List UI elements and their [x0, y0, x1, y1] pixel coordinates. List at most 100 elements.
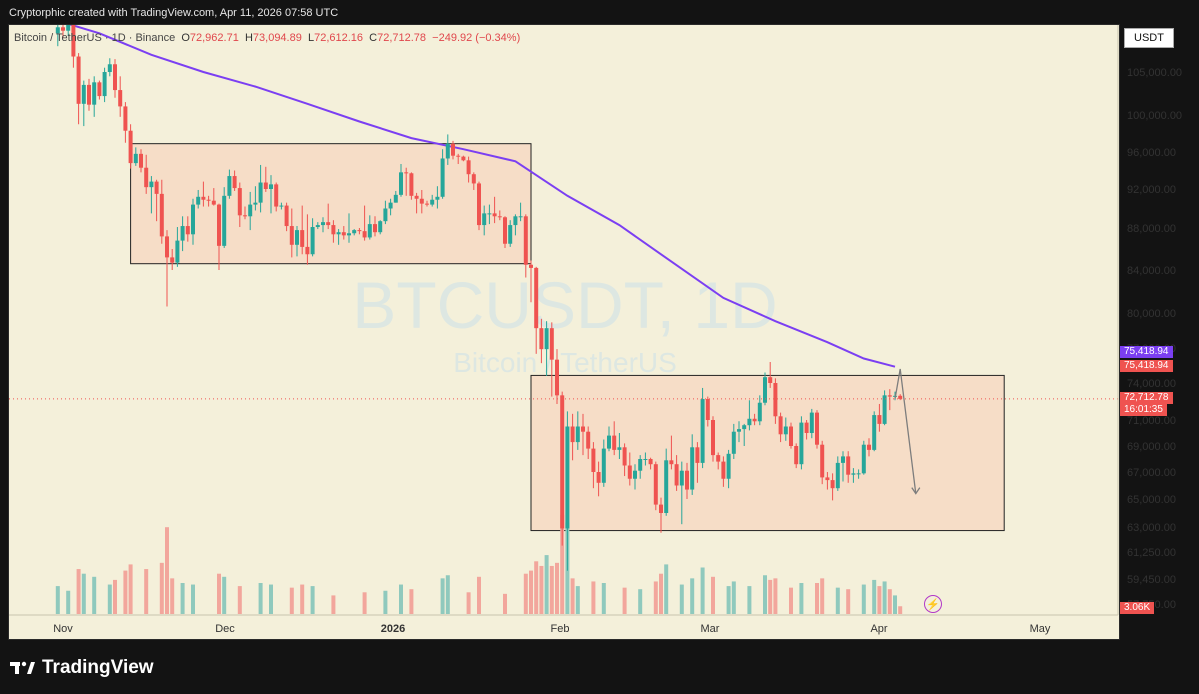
- y-tick-label: 65,000.00: [1127, 494, 1176, 506]
- x-tick-label: Mar: [701, 623, 720, 635]
- volume-bar: [731, 581, 736, 614]
- candle-body: [149, 181, 154, 188]
- volume-bar: [773, 578, 778, 614]
- candle-body: [653, 464, 658, 505]
- volume-bar: [128, 564, 133, 614]
- candle-body: [487, 213, 492, 215]
- candle-body: [180, 226, 185, 241]
- y-tick-label: 88,000.00: [1127, 223, 1176, 235]
- volume-bar: [872, 579, 877, 614]
- low-value: 72,612.16: [314, 32, 364, 44]
- volume-bar: [893, 595, 897, 614]
- volume-bar: [726, 586, 731, 614]
- tradingview-logo-icon: [10, 661, 35, 674]
- candle-body: [887, 395, 892, 397]
- candle-body: [113, 64, 117, 91]
- candle-body: [367, 224, 372, 238]
- volume-bar: [81, 573, 86, 614]
- volume-bar: [362, 592, 367, 614]
- candle-body: [461, 156, 466, 161]
- candle-body: [61, 27, 65, 31]
- x-tick-label: 2026: [381, 623, 405, 635]
- candle-body: [232, 176, 237, 189]
- candle-body: [763, 377, 767, 403]
- volume-bar: [529, 570, 533, 614]
- candle-body: [482, 213, 487, 226]
- candle-body: [253, 202, 258, 205]
- candle-body: [846, 456, 851, 475]
- candle-body: [222, 195, 227, 246]
- volume-bar: [258, 583, 263, 614]
- candle-body: [747, 418, 752, 426]
- ma-price-tag-secondary: 75,418.94: [1120, 360, 1173, 372]
- currency-selector[interactable]: USDT: [1124, 28, 1174, 48]
- candle-body: [877, 415, 882, 424]
- candle-body: [700, 399, 705, 463]
- y-tick-label: 80,000.00: [1127, 308, 1176, 320]
- volume-bar: [591, 581, 596, 614]
- volume-bar: [653, 581, 658, 614]
- tradingview-brand[interactable]: TradingView: [10, 655, 154, 681]
- volume-bar: [659, 573, 663, 614]
- candle-body: [565, 426, 570, 529]
- volume-bar: [165, 527, 169, 614]
- candle-body: [705, 399, 710, 420]
- volume-bar: [440, 578, 445, 614]
- candle-body: [867, 444, 871, 450]
- volume-bar: [575, 586, 580, 614]
- candle-body: [815, 412, 819, 445]
- candle-body: [399, 172, 403, 195]
- volume-bar: [383, 590, 388, 614]
- candle-body: [430, 199, 435, 205]
- candle-body: [898, 395, 903, 399]
- projection-arrowhead: [911, 487, 921, 495]
- volume-bar: [690, 578, 695, 614]
- candle-body: [274, 184, 279, 207]
- candle-body: [477, 183, 481, 226]
- x-tick-label: Apr: [870, 623, 887, 635]
- volume-bar: [877, 586, 882, 614]
- last-price-tag: 72,712.78: [1120, 392, 1173, 404]
- candle-body: [258, 182, 263, 203]
- candle-body: [352, 230, 357, 234]
- candle-body: [471, 174, 476, 184]
- high-value: 73,094.89: [252, 32, 302, 44]
- candle-body: [497, 216, 502, 218]
- x-tick-label: May: [1030, 623, 1051, 635]
- candle-body: [570, 426, 575, 443]
- candle-body: [206, 199, 211, 201]
- volume-bar: [523, 573, 528, 614]
- candle-body: [825, 477, 830, 481]
- symbol-label[interactable]: Bitcoin / TetherUS · 1D · Binance: [14, 32, 176, 44]
- candle-body: [841, 456, 845, 463]
- y-tick-label: 69,000.00: [1127, 441, 1176, 453]
- volume-bar: [409, 589, 414, 614]
- candle-body: [882, 395, 887, 424]
- volume-bar: [887, 589, 892, 614]
- y-tick-label: 74,000.00: [1127, 378, 1176, 390]
- candle-body: [549, 328, 554, 360]
- candle-body: [211, 200, 216, 205]
- candle-body: [612, 435, 617, 450]
- candle-body: [856, 473, 861, 475]
- candle-body: [685, 470, 689, 490]
- y-tick-label: 96,000.00: [1127, 147, 1176, 159]
- plot-area: BTCUSDT, 1D Bitcoin / TetherUS: [9, 25, 1118, 614]
- candle-body: [107, 64, 112, 72]
- candle-body: [778, 416, 783, 435]
- candle-body: [721, 461, 726, 479]
- candle-body: [289, 226, 294, 245]
- lightning-icon[interactable]: ⚡: [924, 595, 942, 613]
- volume-bar: [466, 592, 471, 614]
- volume-bar: [711, 576, 715, 614]
- moving-average-line: [68, 25, 896, 368]
- volume-bar: [846, 589, 851, 614]
- candle-body: [622, 447, 627, 466]
- candle-body: [321, 222, 325, 226]
- candle-body: [295, 230, 299, 245]
- candle-body: [596, 472, 601, 483]
- watermark-ticker: BTCUSDT, 1D: [352, 268, 777, 342]
- candle-body: [144, 167, 149, 188]
- candle-body: [773, 383, 778, 417]
